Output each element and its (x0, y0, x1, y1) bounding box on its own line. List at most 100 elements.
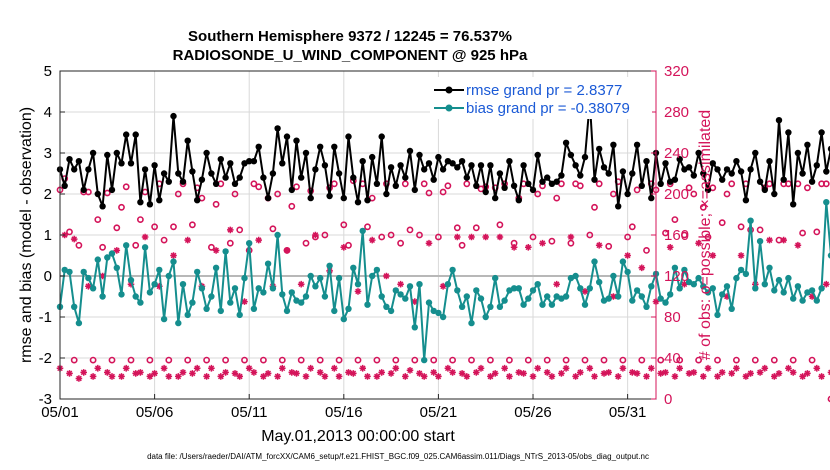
obs-possible-marker (113, 224, 121, 232)
obs-possible-marker (378, 233, 386, 241)
obs-assimilated-marker (156, 282, 163, 290)
y-tick-label-left: 0 (44, 268, 52, 285)
obs-assimilated-marker (458, 370, 466, 377)
obs-assimilated-marker (397, 280, 404, 288)
obs-possible-marker (411, 356, 419, 364)
rmse-point (359, 158, 366, 165)
rmse-point (804, 141, 811, 148)
obs-possible-marker (132, 241, 140, 249)
bias-point (449, 266, 456, 274)
obs-possible-marker (174, 190, 182, 198)
obs-assimilated-marker (378, 369, 385, 376)
rmse-point (548, 180, 556, 187)
obs-possible-marker (505, 356, 513, 364)
rmse-point (71, 166, 78, 173)
rmse-point (766, 158, 773, 165)
bias-point (827, 252, 830, 259)
y-tick-label-right: 200 (664, 186, 689, 203)
obs-assimilated-marker (558, 370, 565, 377)
obs-assimilated-marker (288, 369, 296, 376)
bias-point (515, 285, 522, 292)
rmse-point (525, 180, 532, 187)
obs-assimilated-marker (468, 233, 475, 241)
rmse-point (690, 172, 697, 179)
rmse-point (700, 170, 707, 177)
bias-point (676, 285, 683, 292)
obs-assimilated-marker (175, 373, 182, 380)
bias-point (780, 289, 787, 296)
obs-possible-marker (827, 395, 830, 403)
obs-assimilated-marker (80, 369, 87, 376)
obs-assimilated-marker (600, 370, 608, 377)
rmse-point (458, 158, 466, 165)
obs-possible-marker (463, 180, 471, 188)
bias-point (548, 301, 556, 308)
obs-assimilated-marker (581, 288, 589, 295)
obs-possible-marker (576, 182, 584, 190)
bias-point (321, 293, 329, 300)
obs-possible-marker (695, 356, 702, 364)
bias-point (198, 285, 206, 292)
obs-assimilated-marker (520, 370, 527, 377)
bias-point (402, 295, 409, 302)
rmse-point (104, 151, 111, 159)
bias-point (529, 287, 537, 294)
bias-point (137, 299, 144, 306)
bias-point (520, 301, 527, 308)
obs-possible-marker (699, 203, 707, 211)
rmse-point (581, 153, 589, 161)
obs-possible-marker (567, 239, 575, 247)
rmse-point (534, 151, 541, 159)
bias-point (723, 283, 731, 290)
obs-assimilated-marker (217, 373, 225, 380)
bias-point (510, 285, 518, 292)
bias-point (170, 258, 177, 265)
obs-possible-marker (278, 356, 286, 364)
bias-point (203, 305, 210, 312)
rmse-point (250, 158, 258, 165)
y-tick-label-right: 160 (664, 227, 689, 244)
obs-assimilated-marker (439, 282, 447, 290)
obs-possible-marker (543, 356, 551, 364)
bias-point (411, 324, 418, 331)
rmse-point (510, 182, 518, 189)
obs-assimilated-marker (543, 369, 551, 376)
obs-assimilated-marker (501, 364, 508, 372)
rmse-point (714, 166, 721, 173)
bias-point (269, 285, 277, 292)
rmse-point (733, 158, 740, 165)
obs-assimilated-marker (718, 369, 726, 376)
obs-assimilated-marker (572, 373, 579, 380)
obs-assimilated-marker (255, 236, 262, 244)
obs-possible-marker (619, 356, 627, 364)
bias-point (359, 227, 366, 235)
obs-assimilated-marker (274, 373, 281, 380)
bias-point (742, 270, 750, 278)
bias-point (544, 293, 551, 300)
obs-possible-marker (529, 233, 537, 241)
rmse-point (477, 162, 485, 169)
x-tick-label: 05/21 (420, 404, 458, 421)
rmse-point (85, 166, 92, 173)
obs-assimilated-marker (756, 369, 764, 376)
obs-assimilated-marker (789, 369, 797, 376)
obs-assimilated-marker (747, 370, 754, 377)
obs-possible-marker (770, 356, 778, 364)
bias-point (771, 287, 778, 294)
rmse-point (501, 184, 508, 191)
obs-assimilated-marker (648, 364, 655, 372)
obs-possible-marker (628, 223, 636, 231)
rmse-point (600, 164, 608, 171)
rmse-point (473, 182, 480, 189)
legend-box (430, 77, 652, 119)
y-tick-label-left: 3 (44, 145, 52, 162)
bias-point (733, 274, 740, 282)
bias-point (719, 291, 726, 298)
bias-point (638, 293, 645, 300)
rmse-point (94, 190, 102, 198)
bias-point (378, 293, 385, 300)
rmse-point (222, 174, 229, 181)
obs-assimilated-marker (179, 369, 187, 376)
obs-assimilated-marker (264, 370, 272, 377)
